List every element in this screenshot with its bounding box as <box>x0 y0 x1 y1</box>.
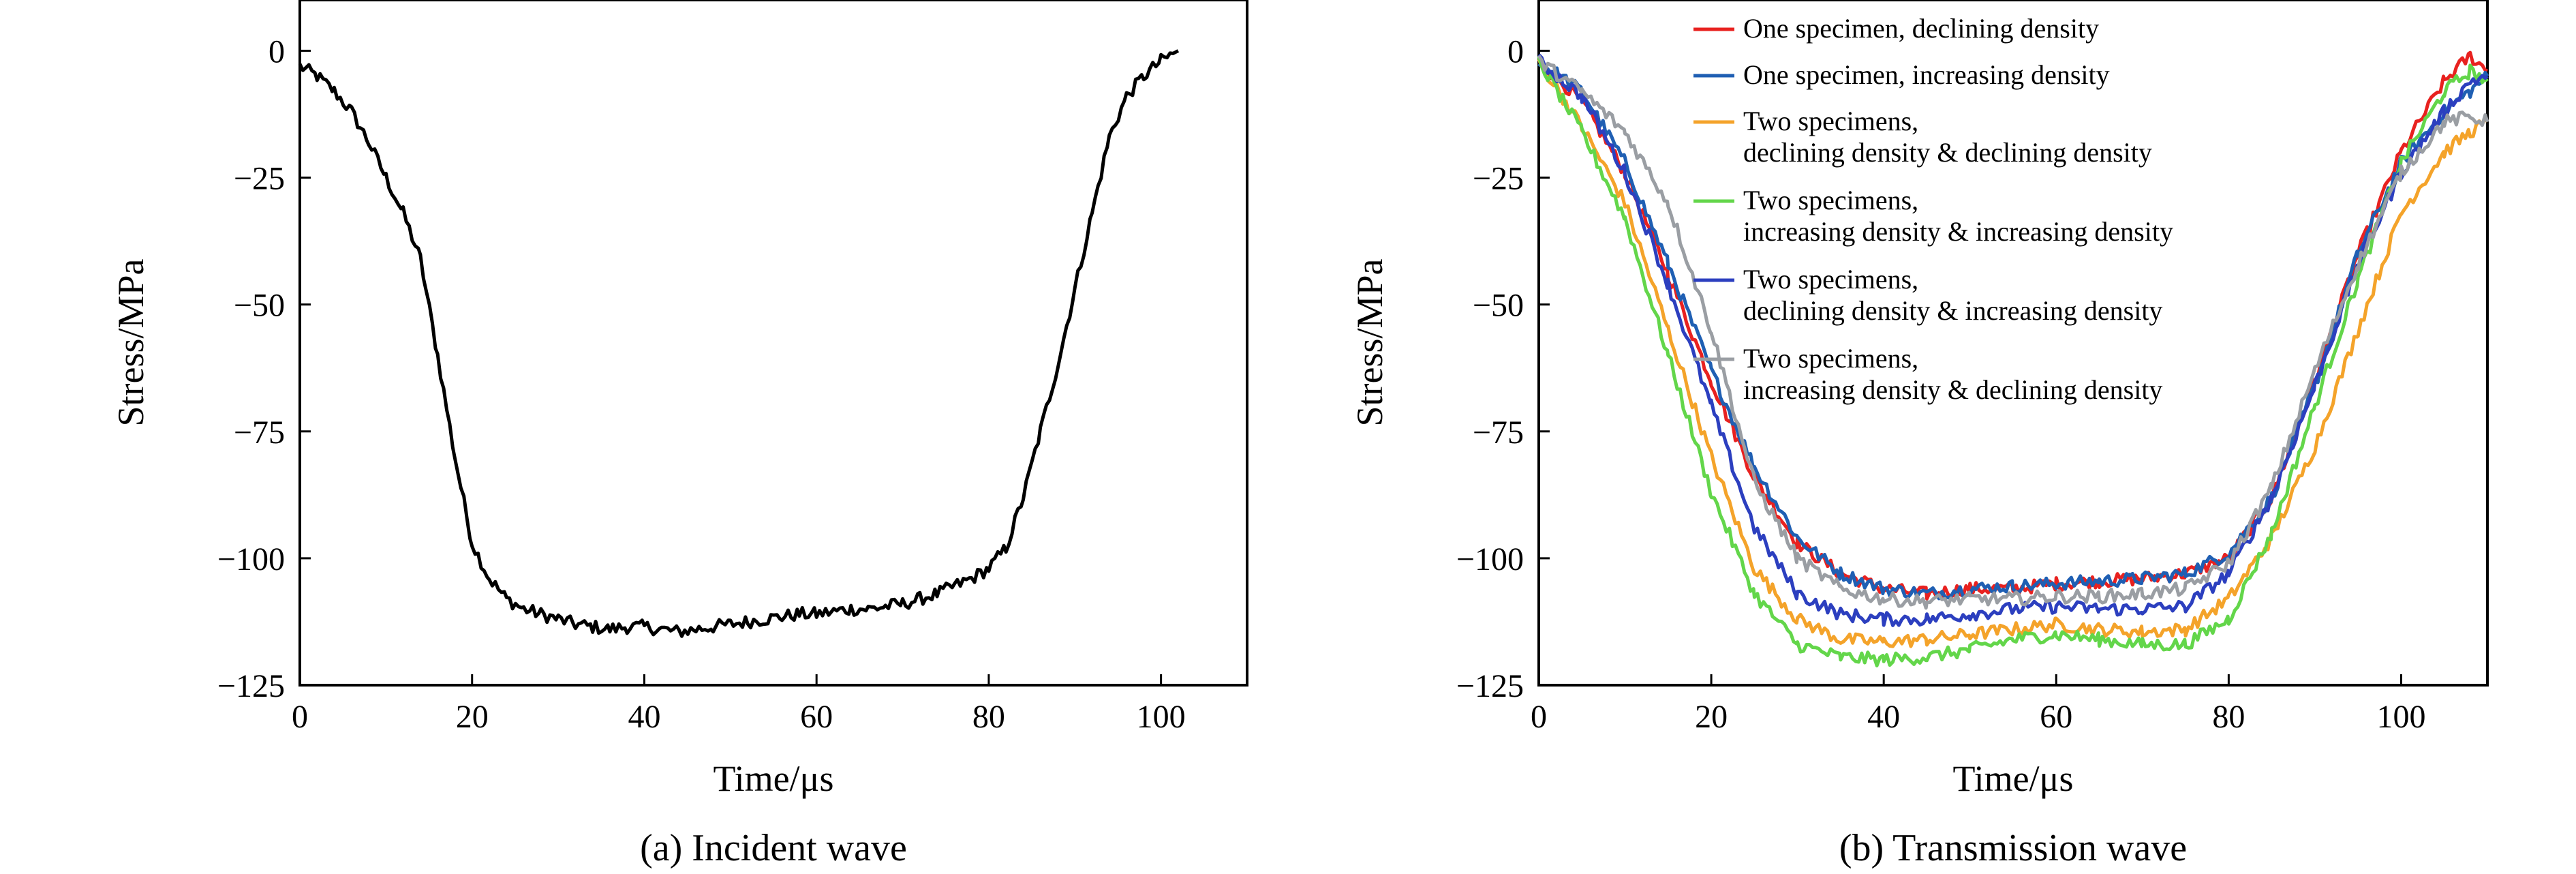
plot-frame <box>298 0 1248 687</box>
x-tick-label: 60 <box>800 699 833 735</box>
x-tick-label: 20 <box>456 699 489 735</box>
plot-frame <box>1537 0 2489 687</box>
x-tick-label: 40 <box>628 699 660 735</box>
series-line-two-specimens-increasing-density-increasing-density <box>1537 56 2489 667</box>
series-layer <box>298 49 1180 638</box>
y-tick-label: 0 <box>269 33 285 70</box>
legend-label: Two specimens, <box>1743 264 1918 295</box>
chart-panel-transmission-wave: 0 20 40 60 80 100 0 −25 −50 −75 −100 −125 One speci… <box>1349 0 2489 869</box>
legend-label: increasing density & increasing density <box>1743 216 2173 247</box>
legend-label: increasing density & declining density <box>1743 374 2162 405</box>
legend-label: One specimen, declining density <box>1743 13 2099 44</box>
x-tick-label: 0 <box>1531 699 1547 735</box>
x-tick-label: 100 <box>1137 699 1186 735</box>
y-tick-label: −25 <box>1473 161 1524 197</box>
x-tick-label: 0 <box>292 699 308 735</box>
x-axis-label: Time/μs <box>1952 758 2073 799</box>
y-tick-label: −125 <box>217 668 285 704</box>
legend: One specimen, declining density One speci… <box>1693 13 2173 405</box>
y-tick-label: −25 <box>234 161 285 197</box>
y-tick-label: −100 <box>1456 541 1524 577</box>
y-tick-label: −100 <box>217 541 285 577</box>
legend-label: Two specimens, <box>1743 343 1918 374</box>
legend-label: Two specimens, <box>1743 185 1918 215</box>
chart-panel-incident-wave: 0 20 40 60 80 100 0 −25 −50 −75 −100 −125 Stress/MP… <box>110 0 1248 869</box>
series-layer <box>1537 50 2489 667</box>
y-tick-label: −125 <box>1456 668 1524 704</box>
x-tick-label: 100 <box>2376 699 2425 735</box>
legend-label: One specimen, increasing density <box>1743 59 2110 90</box>
legend-label: Two specimens, <box>1743 106 1918 136</box>
y-tick-label: −75 <box>234 415 285 451</box>
series-line-two-specimens-declining-density-increasing-density <box>1537 53 2489 627</box>
panel-caption: (b) Transmission wave <box>1839 827 2187 869</box>
axis-ticks: 0 20 40 60 80 100 0 −25 −50 −75 −100 −125 <box>1456 33 2426 735</box>
x-axis-label: Time/μs <box>713 758 833 799</box>
x-tick-label: 80 <box>972 699 1005 735</box>
series-line-two-specimens-declining-density-declining-density <box>1537 58 2489 648</box>
x-tick-label: 40 <box>1867 699 1900 735</box>
series-line-incident-wave <box>298 49 1180 638</box>
y-tick-label: −50 <box>234 288 285 324</box>
y-tick-label: −75 <box>1473 415 1524 451</box>
y-tick-label: 0 <box>1507 33 1524 70</box>
axis-ticks: 0 20 40 60 80 100 0 −25 −50 −75 −100 −125 <box>217 33 1186 735</box>
x-tick-label: 80 <box>2212 699 2245 735</box>
panel-caption: (a) Incident wave <box>640 827 907 869</box>
legend-label: declining density & increasing density <box>1743 295 2162 326</box>
y-axis-label: Stress/MPa <box>110 258 151 426</box>
series-line-two-specimens-increasing-density-declining-density <box>1537 55 2489 610</box>
x-tick-label: 60 <box>2040 699 2072 735</box>
y-tick-label: −50 <box>1473 288 1524 324</box>
legend-label: declining density & declining density <box>1743 137 2152 168</box>
y-axis-label: Stress/MPa <box>1349 258 1390 426</box>
x-tick-label: 20 <box>1695 699 1728 735</box>
